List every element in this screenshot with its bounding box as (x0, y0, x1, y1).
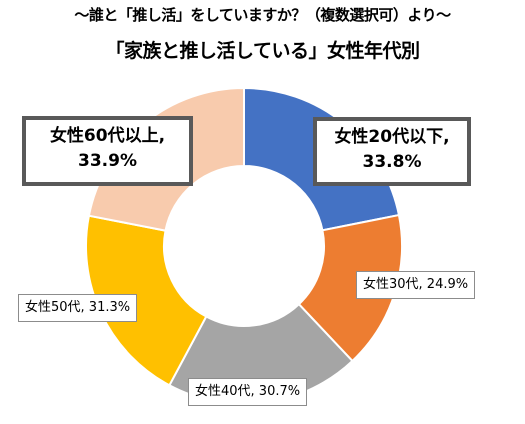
chart-title: 「家族と推し活している」女性年代別 (105, 40, 420, 62)
data-label-60s: 女性60代以上, 33.9% (22, 116, 193, 186)
data-label-30s: 女性30代, 24.9% (356, 271, 476, 299)
data-label-60s-category: 女性60代以上, (49, 126, 166, 146)
data-label-40s: 女性40代, 30.7% (188, 378, 308, 406)
data-label-20s-category: 女性20代以下, (334, 127, 450, 147)
data-label-30s-text: 女性30代, 24.9% (363, 277, 469, 292)
chart-subtitle: ～誰と「推し活」をしていますか？（複数選択可）より～ (74, 6, 451, 24)
data-label-60s-value: 33.9% (78, 151, 137, 171)
data-label-20s-value: 33.8% (362, 152, 422, 172)
data-label-50s-text: 女性50代, 31.3% (25, 300, 131, 315)
data-label-50s: 女性50代, 31.3% (18, 294, 138, 322)
donut-slice-30s (297, 213, 403, 363)
data-label-40s-text: 女性40代, 30.7% (195, 384, 301, 399)
donut-slice-50s (84, 214, 208, 387)
data-label-20s: 女性20代以下, 33.8% (313, 117, 471, 186)
